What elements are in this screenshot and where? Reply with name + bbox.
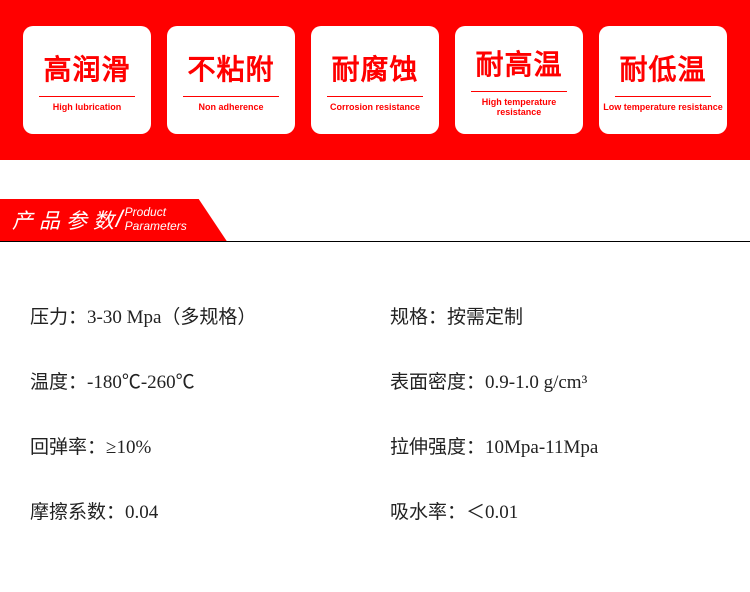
feature-cn-title: 耐腐蚀 — [331, 48, 418, 88]
feature-banner: 高润滑 High lubrication 不粘附 Non adherence 耐… — [0, 0, 750, 160]
param-value: ≥10% — [106, 437, 151, 458]
feature-en-subtitle: Non adherence — [198, 103, 263, 113]
feature-card: 不粘附 Non adherence — [167, 26, 295, 134]
section-title-en-line2: Parameters — [125, 219, 187, 233]
param-row: 拉伸强度：10Mpa-11Mpa — [390, 432, 720, 459]
feature-divider — [183, 96, 279, 97]
feature-en-subtitle: Corrosion resistance — [330, 103, 420, 113]
param-label: 回弹率： — [30, 437, 106, 458]
param-value: 0.04 — [125, 502, 158, 523]
param-label: 温度： — [30, 372, 87, 393]
param-label: 压力： — [30, 307, 87, 328]
param-value: 10Mpa-11Mpa — [485, 437, 598, 458]
param-value: 3-30 Mpa（多规格） — [87, 307, 256, 328]
param-row: 温度：-180℃-260℃ — [30, 367, 360, 394]
param-row: 吸水率：＜0.01 — [390, 497, 720, 524]
param-label: 拉伸强度： — [390, 437, 485, 458]
feature-cn-title: 高润滑 — [43, 48, 130, 88]
param-row: 规格：按需定制 — [390, 302, 720, 329]
feature-en-subtitle: Low temperature resistance — [603, 103, 723, 113]
feature-cn-title: 不粘附 — [187, 48, 274, 88]
feature-card: 耐腐蚀 Corrosion resistance — [311, 26, 439, 134]
feature-en-subtitle: High lubrication — [53, 103, 122, 113]
param-label: 摩擦系数： — [30, 502, 125, 523]
section-header-badge: 产品参数 / Product Parameters — [0, 199, 227, 241]
param-row: 摩擦系数：0.04 — [30, 497, 360, 524]
feature-divider — [327, 96, 423, 97]
section-title-en: Product Parameters — [125, 206, 187, 234]
feature-divider — [39, 96, 135, 97]
param-value: -180℃-260℃ — [87, 372, 195, 393]
section-title-en-line1: Product — [125, 205, 166, 219]
param-row: 表面密度：0.9-1.0 g/cm³ — [390, 367, 720, 394]
feature-en-subtitle: High temperature resistance — [459, 98, 579, 118]
section-title-cn: 产品参数 — [12, 205, 120, 235]
feature-cn-title: 耐高温 — [475, 43, 562, 83]
param-row: 压力：3-30 Mpa（多规格） — [30, 302, 360, 329]
param-row: 回弹率：≥10% — [30, 432, 360, 459]
param-value: ＜0.01 — [466, 502, 518, 523]
feature-card: 耐高温 High temperature resistance — [455, 26, 583, 134]
param-label: 吸水率： — [390, 502, 466, 523]
feature-divider — [615, 96, 711, 97]
feature-card: 耐低温 Low temperature resistance — [599, 26, 727, 134]
feature-cn-title: 耐低温 — [619, 48, 706, 88]
parameters-grid: 压力：3-30 Mpa（多规格） 规格：按需定制 温度：-180℃-260℃ 表… — [0, 242, 750, 554]
param-value: 按需定制 — [447, 307, 523, 328]
section-title-slash: / — [116, 206, 123, 234]
feature-divider — [471, 91, 567, 92]
param-label: 表面密度： — [390, 372, 485, 393]
feature-card: 高润滑 High lubrication — [23, 26, 151, 134]
section-header: 产品参数 / Product Parameters — [0, 172, 750, 242]
param-label: 规格： — [390, 307, 447, 328]
param-value: 0.9-1.0 g/cm³ — [485, 372, 587, 393]
